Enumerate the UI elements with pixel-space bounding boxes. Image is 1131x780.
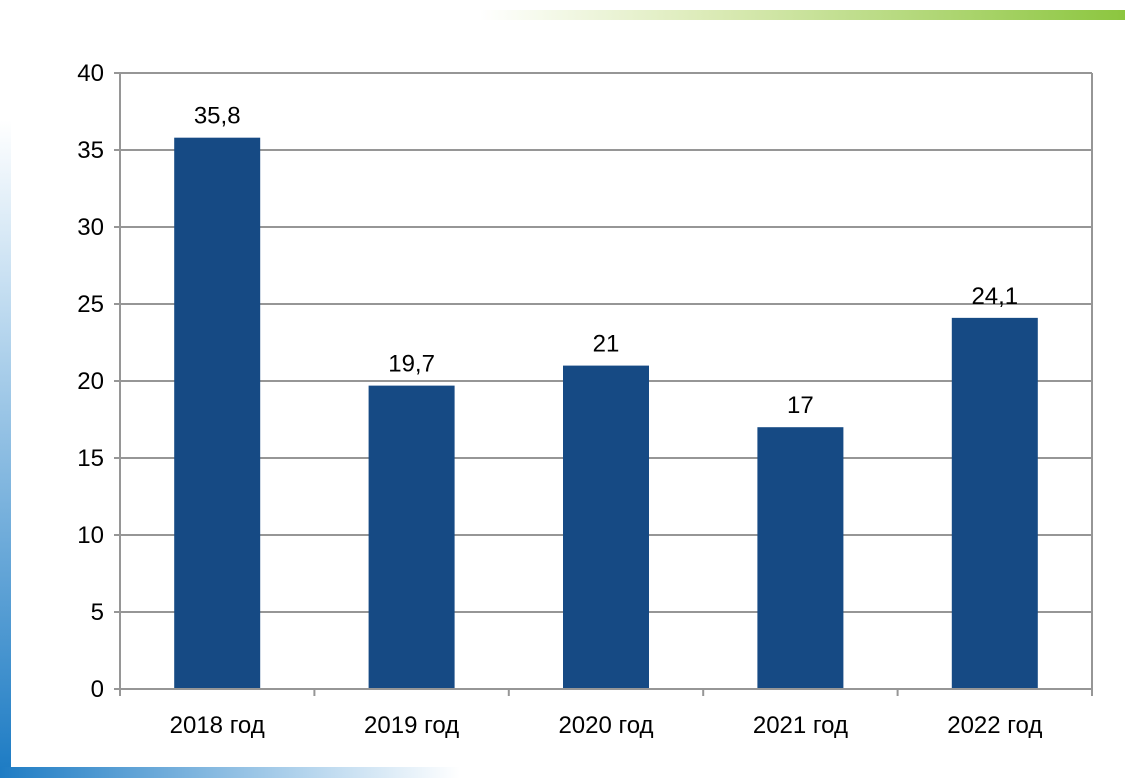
bar [757,427,844,689]
bar [951,317,1038,689]
x-category-label: 2022 год [947,712,1042,739]
data-label: 35,8 [194,103,241,130]
decorative-green-stripe [480,10,1125,20]
labels: 0 5 10 15 20 25 30 35 40 35,8 2018 год 19,7 2019 год… [77,60,1042,739]
data-label: 17 [787,392,814,419]
bar [368,385,455,689]
bar [174,137,261,689]
x-category-label: 2020 год [558,712,653,739]
y-tick-label: 5 [91,599,104,626]
y-tick-label: 25 [77,291,104,318]
decorative-blue-stripe-left [0,120,11,770]
data-label: 19,7 [388,351,435,378]
x-category-label: 2019 год [364,712,459,739]
axes [114,72,1093,696]
data-label: 21 [593,331,620,358]
y-tick-label: 30 [77,214,104,241]
y-tick-label: 0 [91,676,104,703]
y-tick-label: 10 [77,522,104,549]
bars [174,137,1038,689]
y-tick-label: 20 [77,368,104,395]
y-tick-label: 35 [77,137,104,164]
bar [563,365,649,689]
y-tick-label: 40 [77,60,104,87]
decorative-blue-stripe-bottom [0,767,460,778]
x-category-label: 2021 год [753,712,848,739]
x-category-label: 2018 год [170,712,265,739]
y-tick-label: 15 [77,445,104,472]
data-label: 24,1 [971,283,1018,310]
